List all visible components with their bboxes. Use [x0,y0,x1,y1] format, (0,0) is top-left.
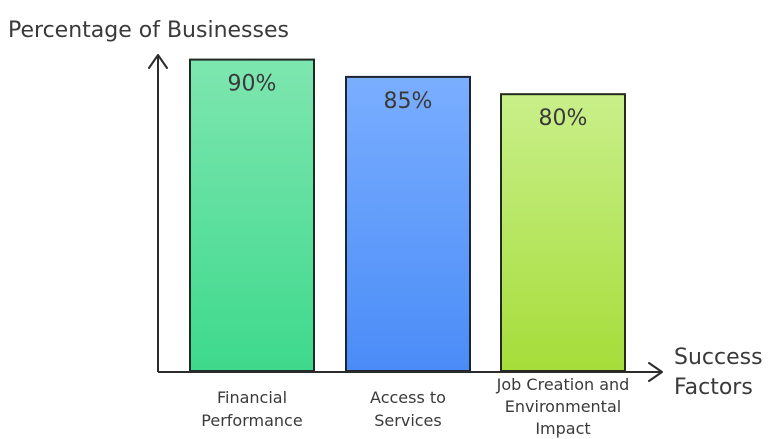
category-labels-group: Financial Performance Access to Services Job… [201,375,629,438]
x-axis-arrow [648,362,663,382]
x-axis-title-line-2: Factors [674,375,753,400]
category-label-2-line-2: Services [374,411,441,430]
x-axis-title-line-1: Success [674,345,763,370]
value-labels-group: 90% 85% 80% [228,72,588,132]
bar-value-label-3: 80% [539,106,588,131]
bar-value-label-2: 85% [384,89,433,114]
category-label-3-line-2: Environmental [505,397,621,416]
category-label-1-line-1: Financial [217,388,287,407]
category-label-1-line-2: Performance [201,411,302,430]
y-axis-title: Percentage of Businesses [8,18,289,43]
category-label-2: Access to Services [370,388,446,430]
category-label-3-line-3: Impact [535,419,590,438]
category-label-2-line-1: Access to [370,388,446,407]
category-label-3: Job Creation and Environmental Impact [496,375,630,438]
bar-3 [500,93,626,372]
bar-2 [345,75,471,373]
category-label-3-line-1: Job Creation and [496,375,630,394]
bar-value-label-1: 90% [228,72,277,97]
y-axis-arrow [148,54,168,69]
category-label-1: Financial Performance [201,388,302,430]
bars-group [189,58,626,373]
bar-1 [189,58,315,372]
x-axis-title: Success Factors [674,345,770,400]
